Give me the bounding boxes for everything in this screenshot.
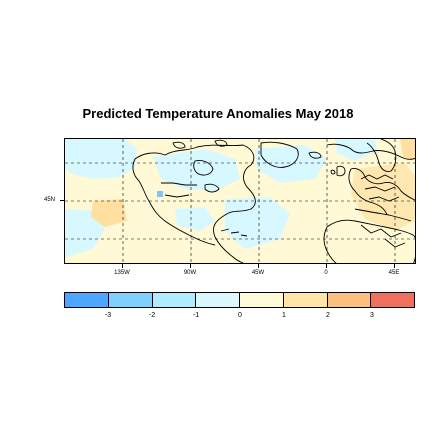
legend-swatch [65,293,109,307]
legend-swatch [371,293,414,307]
lon-label-0: 0 [324,270,328,276]
lon-tick-135w [122,264,123,268]
map-svg [65,139,415,263]
warm-patch-pacific [91,199,127,227]
map-title: Predicted Temperature Anomalies May 2018 [82,106,354,121]
lon-tick-0 [326,264,327,268]
legend-label: 0 [238,312,242,319]
lat-label-45n: 45N [44,197,56,203]
legend-swatch [283,293,328,307]
legend-label: -2 [148,312,156,319]
cool-patch-pacific-south [65,209,105,257]
legend-swatch [108,293,153,307]
lon-tick-45w [258,264,259,268]
lon-label-45e: 45E [388,270,400,276]
legend-swatch [152,293,197,307]
legend-label: 2 [326,312,330,319]
lat-tick-45n [60,200,64,201]
coastlines [132,139,415,263]
warm-patch-east [400,139,415,161]
cool-spot [157,191,163,197]
cool-patch-north-pacific [65,139,137,179]
graticule [65,139,415,263]
cool-patch-atlantic-north [255,145,327,183]
legend-colorbar [64,292,415,308]
cool-patch-gulf [175,207,215,231]
lon-tick-45e [394,264,395,268]
legend-swatch [327,293,372,307]
legend-label: -3 [104,312,112,319]
legend-label: 3 [370,312,374,319]
cool-patch-atlantic-mid [225,197,290,249]
lon-label-90w: 90W [183,270,197,276]
cool-patch-north-atlantic-east [335,139,377,161]
lon-label-45w: 45W [251,270,265,276]
lon-tick-90w [190,264,191,268]
anomaly-map [64,138,416,264]
legend-label: -1 [192,312,200,319]
cool-patch-north-america [153,149,240,191]
legend-swatch [196,293,240,307]
lon-label-135w: 135W [114,270,130,276]
legend-label: 1 [282,312,286,319]
legend-swatch [240,293,284,307]
